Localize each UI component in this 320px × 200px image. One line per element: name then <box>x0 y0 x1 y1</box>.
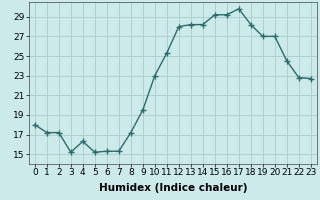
X-axis label: Humidex (Indice chaleur): Humidex (Indice chaleur) <box>99 183 247 193</box>
